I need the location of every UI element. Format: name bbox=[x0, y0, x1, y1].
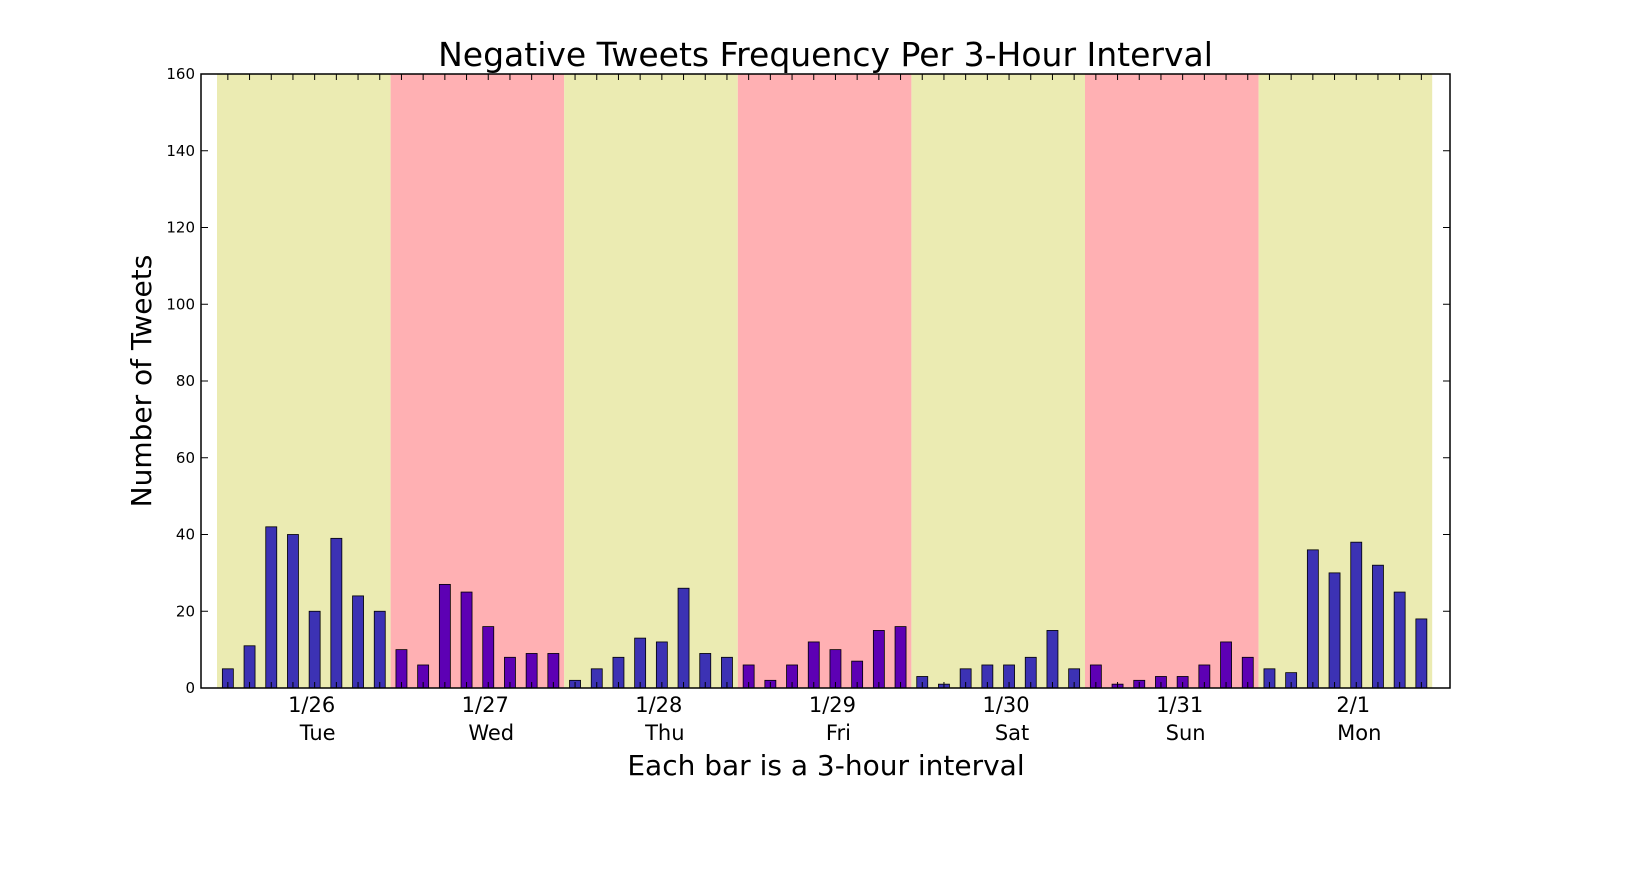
y-tick-label: 60 bbox=[176, 449, 195, 467]
y-tick-label: 0 bbox=[185, 679, 195, 697]
x-tick-label-weekday: Tue bbox=[299, 721, 336, 745]
bar bbox=[1372, 564, 1384, 689]
x-tick-label-date: 2/1 bbox=[1336, 693, 1370, 717]
day-band-mon bbox=[1258, 74, 1433, 688]
bar bbox=[352, 595, 364, 689]
day-band-sat bbox=[911, 74, 1085, 688]
bar bbox=[460, 591, 473, 689]
y-tick-label: 20 bbox=[176, 602, 195, 620]
x-tick-label-date: 1/29 bbox=[809, 693, 856, 717]
bar bbox=[308, 610, 321, 689]
bar bbox=[677, 587, 690, 689]
bar bbox=[655, 641, 668, 689]
bar bbox=[373, 610, 386, 689]
x-tick-label-weekday: Thu bbox=[644, 721, 684, 745]
bar bbox=[1046, 630, 1059, 689]
day-bands bbox=[217, 74, 1433, 688]
day-band-tue bbox=[217, 74, 391, 688]
y-tick-label: 140 bbox=[166, 142, 195, 160]
x-tick-label-date: 1/28 bbox=[635, 693, 682, 717]
bars bbox=[221, 526, 1428, 689]
x-tick-label-weekday: Fri bbox=[826, 721, 851, 745]
bar bbox=[482, 626, 495, 689]
bar bbox=[634, 637, 647, 689]
x-tick-label-date: 1/27 bbox=[462, 693, 509, 717]
bar bbox=[438, 583, 451, 689]
bar bbox=[1328, 572, 1341, 689]
chart-title: Negative Tweets Frequency Per 3-Hour Int… bbox=[438, 35, 1213, 74]
day-band-wed bbox=[390, 74, 565, 688]
bar bbox=[1220, 641, 1232, 689]
bar bbox=[894, 626, 907, 689]
y-tick-label: 80 bbox=[176, 372, 195, 390]
bar bbox=[872, 630, 885, 689]
day-band-fri bbox=[737, 74, 912, 688]
x-tick-label-date: 1/26 bbox=[288, 693, 335, 717]
bar bbox=[265, 526, 278, 689]
day-band-thu bbox=[564, 74, 738, 688]
x-tick-label-date: 1/30 bbox=[982, 693, 1029, 717]
y-axis: 0 20 40 60 80 100 120 140 160 bbox=[166, 65, 1450, 697]
bar bbox=[1306, 549, 1319, 689]
x-tick-label-weekday: Sat bbox=[995, 721, 1029, 745]
x-tick-label-date: 1/31 bbox=[1156, 693, 1203, 717]
x-axis-title: Each bar is a 3-hour interval bbox=[627, 749, 1024, 782]
day-band-sun bbox=[1085, 74, 1259, 688]
bar bbox=[1393, 591, 1406, 689]
y-tick-label: 160 bbox=[166, 65, 195, 83]
x-axis: 1/26 Tue 1/27 Wed 1/28 Thu 1/29 Fri 1/30 Sat 1/31 S… bbox=[227, 74, 1422, 745]
y-axis-title: Number of Tweets bbox=[125, 255, 158, 508]
bar bbox=[1415, 618, 1428, 689]
y-tick-label: 120 bbox=[166, 219, 195, 237]
x-tick-label-weekday: Mon bbox=[1337, 721, 1381, 745]
bar bbox=[287, 534, 299, 689]
bar bbox=[330, 537, 343, 689]
x-tick-label-weekday: Wed bbox=[468, 721, 514, 745]
bar bbox=[1350, 541, 1363, 689]
x-tick-label-weekday: Sun bbox=[1166, 721, 1206, 745]
y-tick-label: 40 bbox=[176, 526, 195, 544]
bar bbox=[807, 641, 820, 689]
bar bbox=[243, 645, 256, 689]
y-tick-label: 100 bbox=[166, 295, 195, 313]
